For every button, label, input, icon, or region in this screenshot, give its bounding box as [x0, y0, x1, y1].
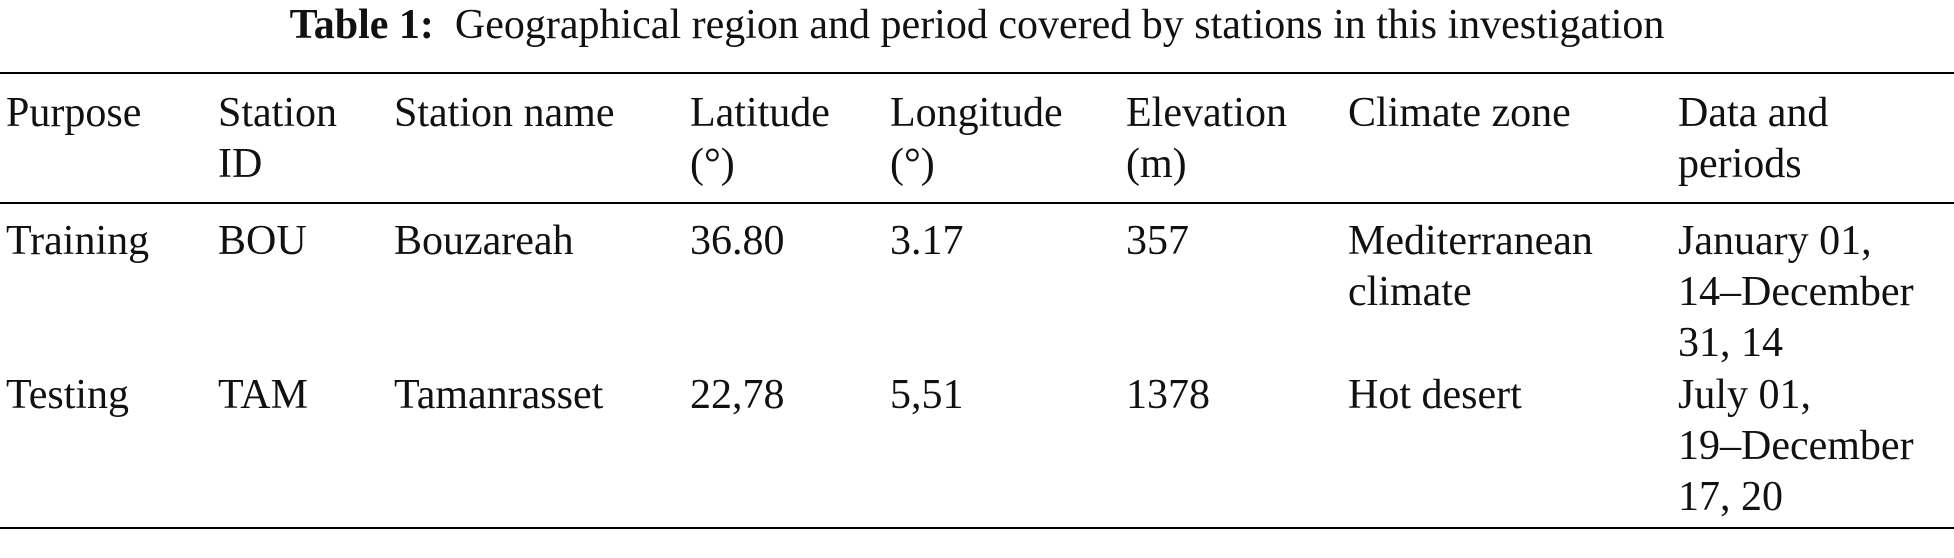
- cell-station-id: BOU: [218, 218, 307, 264]
- header-station-id: Station ID: [218, 90, 338, 187]
- table-caption-text: Geographical region and period covered b…: [454, 2, 1665, 48]
- cell-periods: July 01, 19–December 17, 20: [1678, 372, 1914, 520]
- cell-station-name: Tamanrasset: [394, 372, 604, 418]
- table-caption: Table 1: Geographical region and period …: [0, 0, 1954, 52]
- cell-elevation: 1378: [1126, 372, 1210, 418]
- cell-latitude: 22,78: [690, 372, 785, 418]
- cell-latitude: 36.80: [690, 218, 785, 264]
- header-longitude: Longitude (°): [890, 90, 1063, 187]
- table-row: Training BOU Bouzareah 36.80 3.17 357 Me…: [0, 203, 1954, 370]
- cell-purpose: Testing: [6, 372, 130, 418]
- header-latitude: Latitude (°): [690, 90, 830, 187]
- table-row: Testing TAM Tamanrasset 22,78 5,51 1378 …: [0, 370, 1954, 528]
- cell-purpose: Training: [6, 218, 150, 264]
- cell-climate-zone: Mediterranean climate: [1348, 218, 1593, 315]
- cell-longitude: 5,51: [890, 372, 964, 418]
- cell-periods: January 01, 14–December 31, 14: [1678, 218, 1914, 366]
- header-purpose: Purpose: [6, 90, 142, 136]
- header-climate-zone: Climate zone: [1348, 90, 1571, 136]
- cell-climate-zone: Hot desert: [1348, 372, 1522, 418]
- header-elevation: Elevation (m): [1126, 90, 1287, 187]
- cell-longitude: 3.17: [890, 218, 964, 264]
- stations-table: Purpose Station ID Station name Latitude…: [0, 72, 1954, 529]
- cell-station-id: TAM: [218, 372, 308, 418]
- cell-station-name: Bouzareah: [394, 218, 574, 264]
- table-label: Table 1:: [289, 2, 434, 48]
- table-header-row: Purpose Station ID Station name Latitude…: [0, 73, 1954, 203]
- header-station-name: Station name: [394, 90, 615, 136]
- cell-elevation: 357: [1126, 218, 1189, 264]
- header-data-periods: Data and periods: [1678, 90, 1829, 187]
